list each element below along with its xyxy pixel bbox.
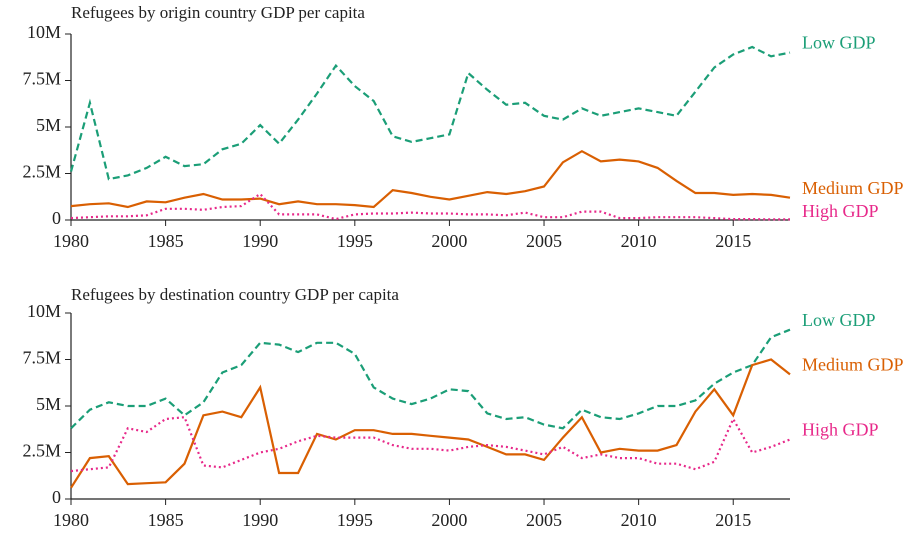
x-tick-label: 2005 <box>526 510 562 530</box>
y-tick-label: 7.5M <box>22 69 61 89</box>
x-tick-label: 1990 <box>242 231 278 251</box>
y-tick-label: 10M <box>27 301 61 321</box>
y-tick-label: 5M <box>36 394 61 414</box>
x-tick-label: 1985 <box>148 510 184 530</box>
y-tick-label: 10M <box>27 22 61 42</box>
legend-label: Medium GDP <box>802 178 904 198</box>
x-tick-label: 2015 <box>715 231 751 251</box>
y-tick-label: 0 <box>52 487 61 507</box>
series-line <box>70 358 791 489</box>
series-line <box>70 416 791 473</box>
y-tick-label: 2.5M <box>22 441 61 461</box>
x-tick-label: 1980 <box>53 231 89 251</box>
chart-title: Refugees by origin country GDP per capit… <box>71 3 365 22</box>
x-tick-label: 2005 <box>526 231 562 251</box>
chart-title: Refugees by destination country GDP per … <box>71 285 399 304</box>
x-tick-label: 1985 <box>148 231 184 251</box>
x-tick-label: 2015 <box>715 510 751 530</box>
series-line <box>70 192 790 221</box>
legend-label: High GDP <box>802 420 879 440</box>
x-tick-label: 1980 <box>53 510 89 530</box>
x-tick-label: 1995 <box>337 510 373 530</box>
x-tick-label: 2000 <box>431 231 467 251</box>
legend-label: High GDP <box>802 201 879 221</box>
x-tick-label: 2000 <box>431 510 467 530</box>
x-tick-label: 1990 <box>242 510 278 530</box>
series-line <box>70 149 791 209</box>
y-tick-label: 0 <box>52 208 61 228</box>
series-line <box>69 45 791 181</box>
legend-label: Medium GDP <box>802 355 904 375</box>
y-tick-label: 5M <box>36 115 61 135</box>
legend-label: Low GDP <box>802 33 876 53</box>
series-line <box>70 328 791 430</box>
y-tick-label: 7.5M <box>22 348 61 368</box>
x-tick-label: 2010 <box>621 231 657 251</box>
y-tick-label: 2.5M <box>22 162 61 182</box>
x-tick-label: 1995 <box>337 231 373 251</box>
x-tick-label: 2010 <box>621 510 657 530</box>
legend-label: Low GDP <box>802 310 876 330</box>
